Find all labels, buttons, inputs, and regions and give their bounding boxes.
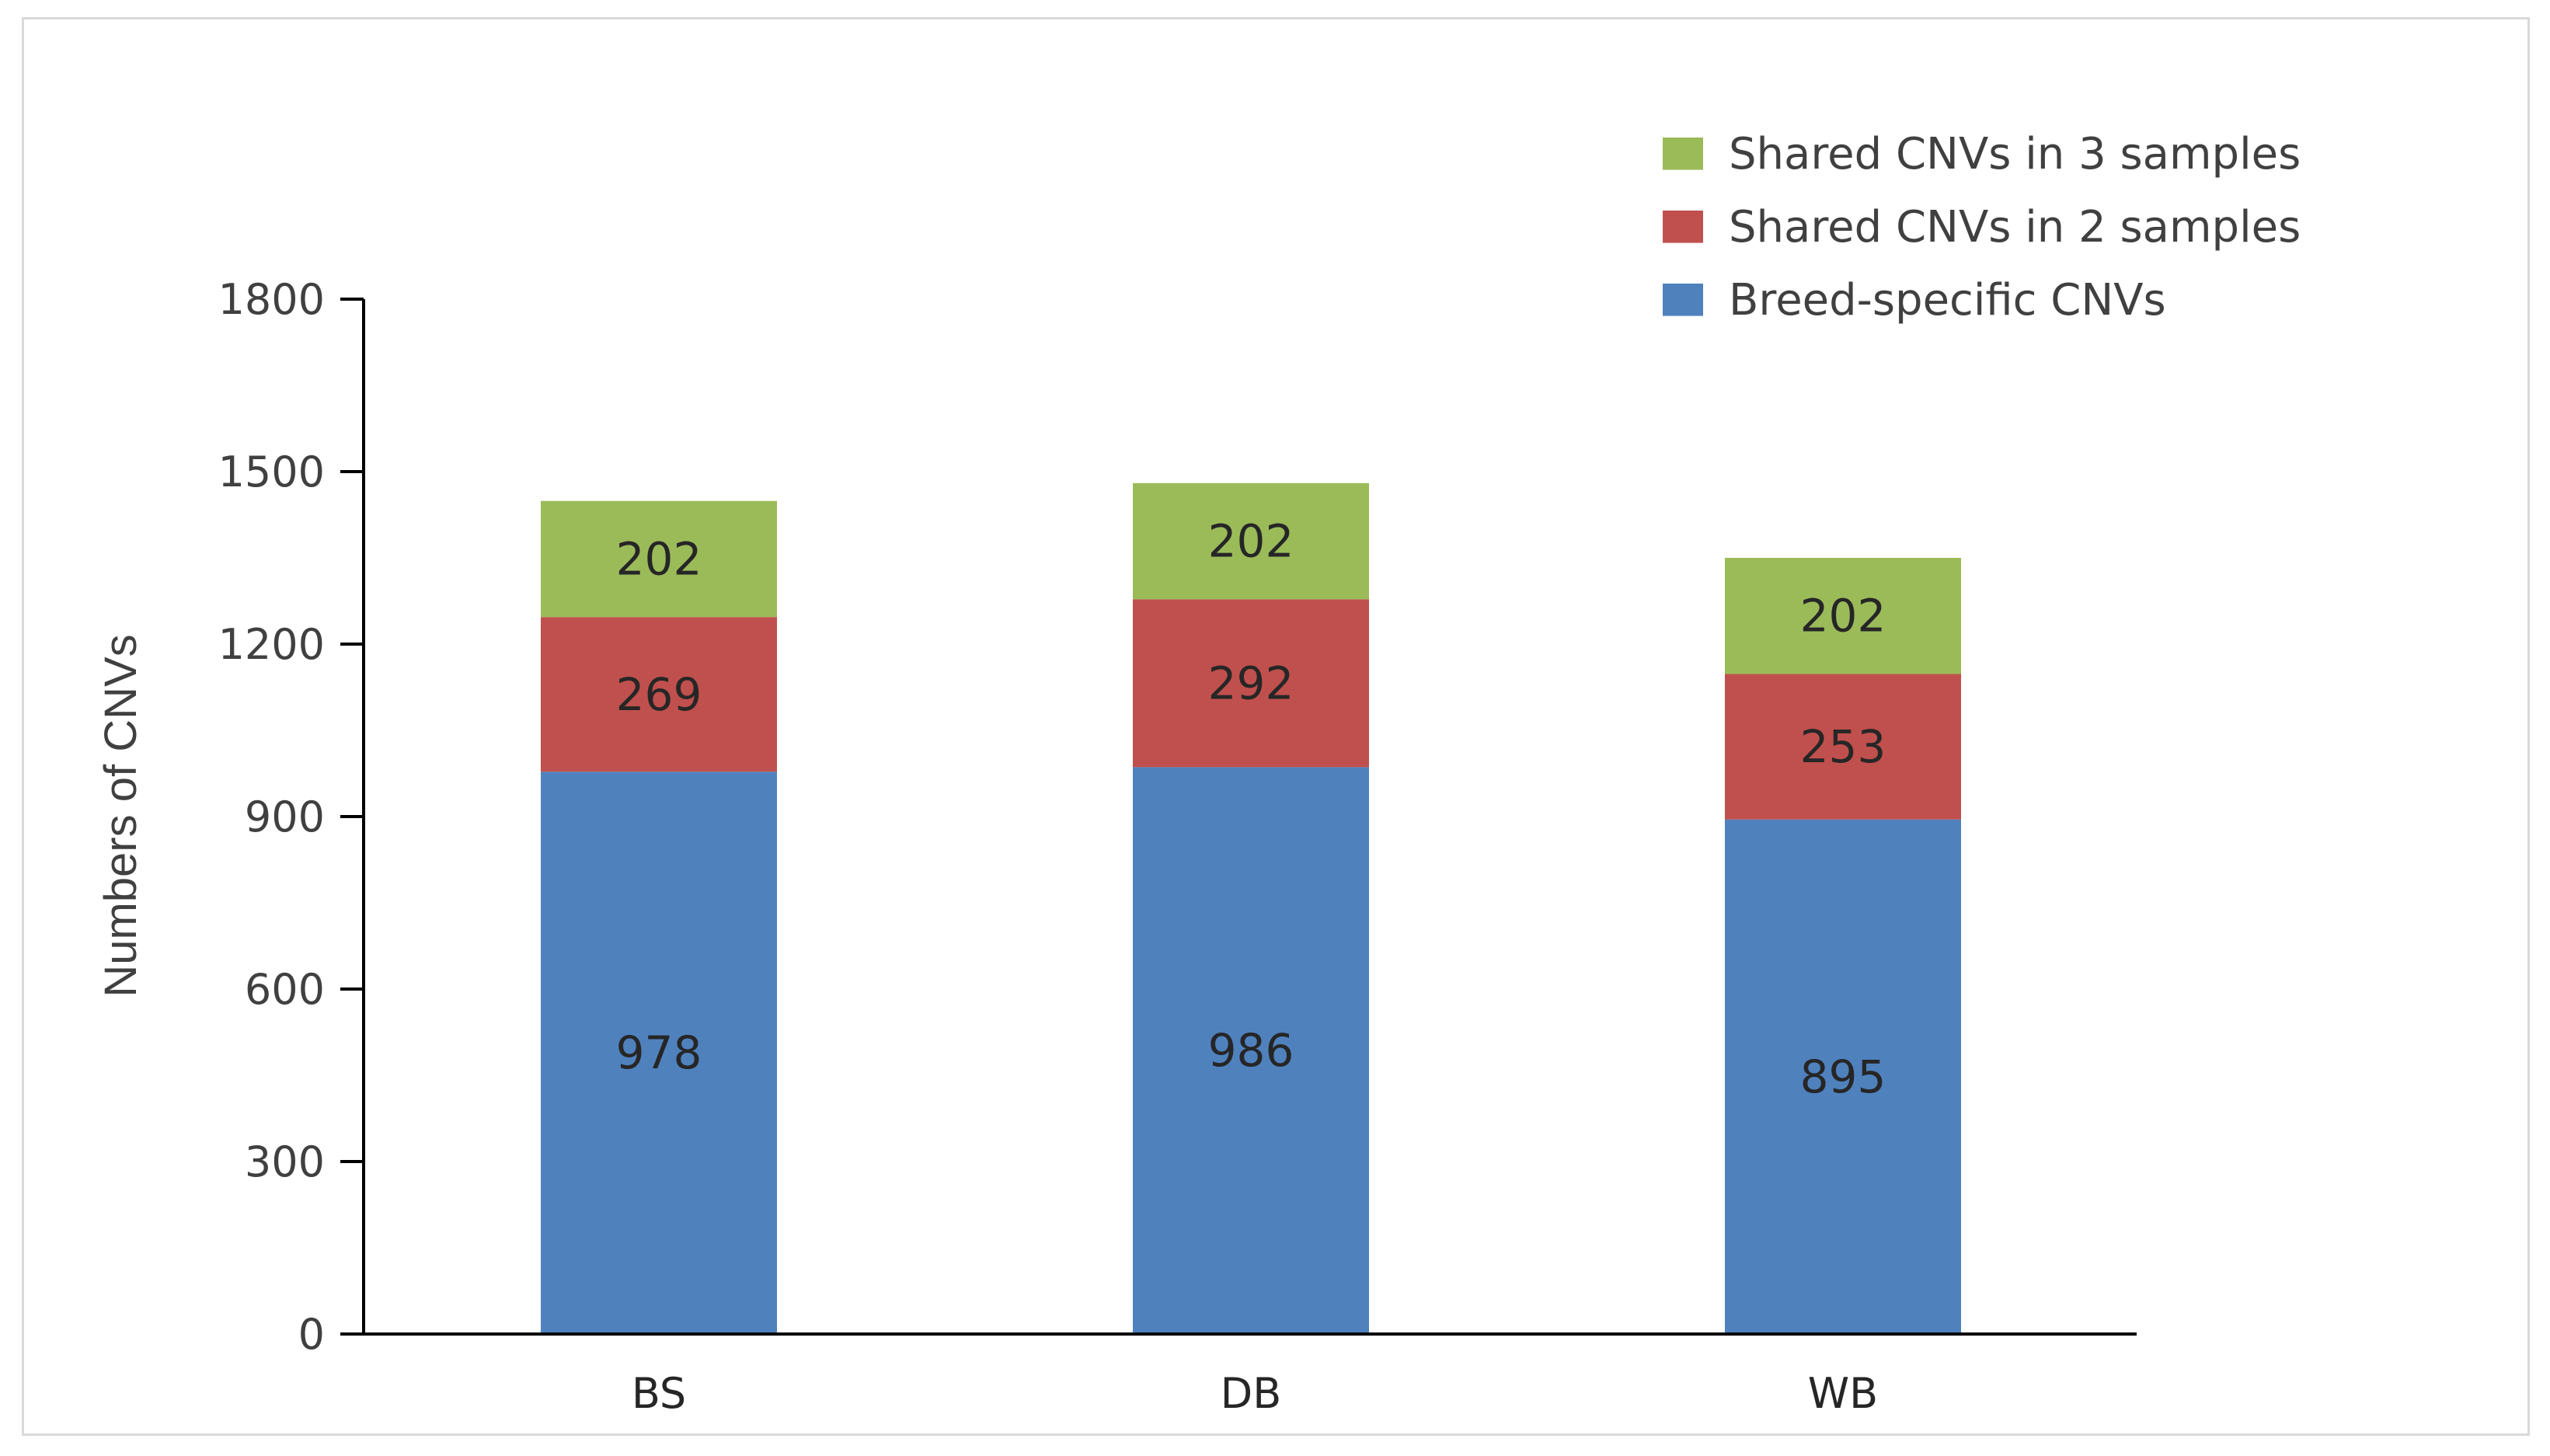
bar-wb-breed-specific-cnvs bbox=[1725, 819, 1961, 1334]
y-axis-title: Numbers of CNVs bbox=[96, 634, 146, 997]
bar-db-breed-specific-cnvs bbox=[1133, 767, 1369, 1334]
legend-label-shared-cnvs-in-2-samples: Shared CNVs in 2 samples bbox=[1729, 202, 2301, 253]
x-tick-label-db: DB bbox=[1221, 1369, 1282, 1418]
bar-wb-shared-cnvs-in-3-samples bbox=[1725, 558, 1961, 674]
x-tick-label-wb: WB bbox=[1808, 1369, 1878, 1418]
x-tick-label-bs: BS bbox=[632, 1369, 686, 1418]
labels-layer: 978 269 202 BS 986 292 202 DB 895 253 202 WB bbox=[616, 515, 1886, 1418]
y-tick-label-1200: 1200 bbox=[218, 620, 325, 669]
legend-swatch-shared-cnvs-in-3-samples bbox=[1663, 138, 1703, 170]
y-tick-label-0: 0 bbox=[298, 1310, 325, 1359]
data-label-db-shared-cnvs-in-3-samples: 202 bbox=[1208, 515, 1294, 568]
data-label-db-shared-cnvs-in-2-samples: 292 bbox=[1208, 657, 1294, 709]
bar-wb-shared-cnvs-in-2-samples bbox=[1725, 674, 1961, 820]
data-label-db-breed-specific-cnvs: 986 bbox=[1208, 1024, 1294, 1077]
bar-bs-breed-specific-cnvs bbox=[541, 772, 777, 1334]
legend: Shared CNVs in 3 samples Shared CNVs in 2… bbox=[1663, 129, 2301, 326]
legend-swatch-breed-specific-cnvs bbox=[1663, 284, 1703, 316]
data-label-bs-shared-cnvs-in-3-samples: 202 bbox=[616, 532, 702, 585]
data-label-wb-shared-cnvs-in-3-samples: 202 bbox=[1800, 590, 1886, 643]
data-label-wb-shared-cnvs-in-2-samples: 253 bbox=[1800, 720, 1886, 773]
y-tick-label-600: 600 bbox=[245, 965, 325, 1014]
legend-label-shared-cnvs-in-3-samples: Shared CNVs in 3 samples bbox=[1729, 129, 2301, 179]
bar-db-shared-cnvs-in-3-samples bbox=[1133, 482, 1369, 600]
bar-db-shared-cnvs-in-2-samples bbox=[1133, 599, 1369, 768]
data-label-bs-breed-specific-cnvs: 978 bbox=[616, 1026, 702, 1079]
data-label-wb-breed-specific-cnvs: 895 bbox=[1800, 1050, 1886, 1103]
y-tick-label-900: 900 bbox=[245, 792, 325, 841]
legend-label-breed-specific-cnvs: Breed-specific CNVs bbox=[1729, 275, 2166, 326]
legend-swatch-shared-cnvs-in-2-samples bbox=[1663, 211, 1703, 243]
axes-layer: 0 300 600 900 1200 1500 1800 bbox=[218, 275, 2137, 1359]
bar-bs-shared-cnvs-in-2-samples bbox=[541, 617, 777, 772]
y-tick-label-1800: 1800 bbox=[218, 275, 325, 324]
bar-bs-shared-cnvs-in-3-samples bbox=[541, 500, 777, 618]
bars-layer bbox=[541, 482, 1961, 1334]
y-tick-label-1500: 1500 bbox=[218, 448, 325, 496]
data-label-bs-shared-cnvs-in-2-samples: 269 bbox=[616, 668, 702, 721]
y-tick-label-300: 300 bbox=[245, 1137, 325, 1186]
